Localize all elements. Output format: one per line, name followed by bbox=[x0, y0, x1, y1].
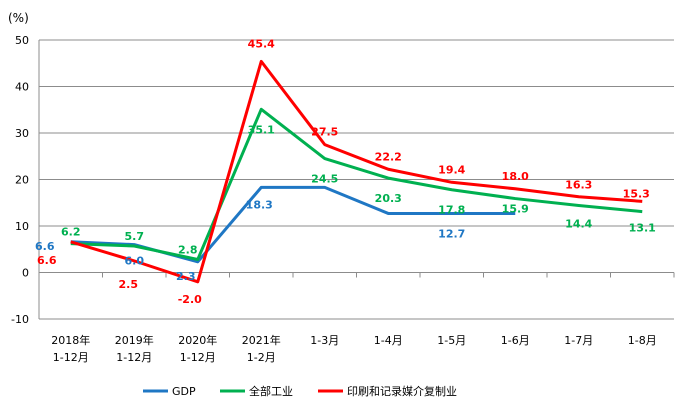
y-tick-label: 20 bbox=[15, 174, 29, 187]
y-tick-label: -10 bbox=[11, 313, 29, 326]
data-label: 24.5 bbox=[311, 173, 338, 186]
series-line-1 bbox=[70, 107, 643, 261]
data-label: 19.4 bbox=[438, 163, 465, 176]
x-tick-label: 2021年 bbox=[242, 333, 281, 347]
data-label: 6.6 bbox=[35, 240, 55, 253]
data-label: 15.3 bbox=[623, 187, 650, 200]
legend-label: 印刷和记录媒介复制业 bbox=[347, 384, 457, 398]
data-label: 20.3 bbox=[375, 192, 402, 205]
x-tick-label: 1-12月 bbox=[116, 351, 152, 364]
data-label: 6.6 bbox=[37, 254, 57, 267]
data-label: 14.4 bbox=[565, 218, 592, 231]
y-axis-label: (%) bbox=[8, 11, 29, 25]
data-label: 18.0 bbox=[502, 170, 529, 183]
x-tick-label: 1-12月 bbox=[53, 351, 89, 364]
legend-label: GDP bbox=[172, 385, 196, 398]
data-label: 6.0 bbox=[125, 255, 145, 268]
x-tick-label: 2020年 bbox=[178, 333, 217, 347]
data-label: 2.5 bbox=[119, 278, 139, 291]
y-tick-label: 10 bbox=[15, 220, 29, 233]
data-label: 2.3 bbox=[176, 270, 196, 283]
data-label: 45.4 bbox=[248, 37, 275, 50]
data-label: -2.0 bbox=[178, 293, 202, 306]
y-tick-label: 0 bbox=[22, 267, 29, 280]
y-tick-label: 40 bbox=[15, 81, 29, 94]
x-tick-label: 1-4月 bbox=[374, 334, 403, 347]
data-label: 27.5 bbox=[311, 126, 338, 139]
data-label: 6.2 bbox=[61, 226, 81, 239]
data-label: 2.8 bbox=[178, 243, 198, 256]
x-tick-label: 1-12月 bbox=[180, 351, 216, 364]
series-line-0 bbox=[70, 185, 516, 264]
x-tick-label: 1-7月 bbox=[564, 334, 593, 347]
x-tick-label: 2019年 bbox=[115, 333, 154, 347]
y-tick-label: 50 bbox=[15, 34, 29, 47]
x-tick-label: 2018年 bbox=[51, 333, 90, 347]
x-tick-label: 1-3月 bbox=[310, 334, 339, 347]
data-label: 16.3 bbox=[565, 179, 592, 192]
data-label: 18.3 bbox=[246, 198, 273, 211]
data-label: 13.1 bbox=[629, 222, 656, 235]
data-label: 17.8 bbox=[438, 204, 465, 217]
data-label: 5.7 bbox=[125, 230, 145, 243]
data-label: 22.2 bbox=[375, 150, 402, 163]
data-label: 35.1 bbox=[248, 123, 275, 136]
data-label: 12.7 bbox=[438, 227, 465, 240]
x-tick-label: 1-2月 bbox=[247, 351, 276, 364]
x-tick-label: 1-8月 bbox=[628, 334, 657, 347]
data-label: 15.9 bbox=[502, 203, 529, 216]
x-tick-label: 1-6月 bbox=[501, 334, 530, 347]
legend-label: 全部工业 bbox=[249, 384, 293, 398]
y-tick-label: 30 bbox=[15, 127, 29, 140]
x-tick-label: 1-5月 bbox=[437, 334, 466, 347]
series-line-2 bbox=[70, 59, 643, 284]
